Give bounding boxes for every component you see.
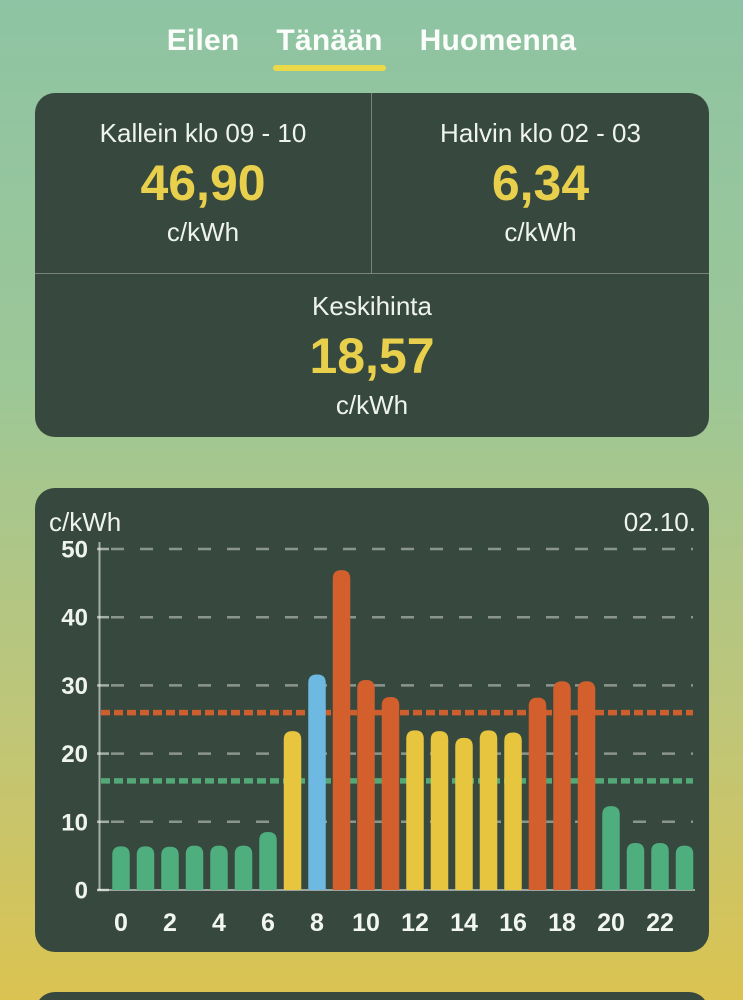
price-bar-hour-12[interactable]	[406, 730, 424, 890]
price-bar-hour-4[interactable]	[210, 845, 228, 890]
chart-plot-area: 0 10 20 30 40 50 0 2 4 6 8 10 12 14 16 18 20 22	[61, 537, 695, 937]
x-axis-label: 0	[114, 909, 128, 937]
tab-tanaan[interactable]: Tänään	[273, 24, 386, 71]
price-bar-hour-22[interactable]	[651, 842, 669, 890]
price-bar-hour-21[interactable]	[626, 842, 645, 890]
price-bar-hour-0[interactable]	[112, 846, 130, 890]
tab-huomenna[interactable]: Huomenna	[420, 24, 577, 71]
price-bar-hour-23[interactable]	[675, 845, 694, 890]
most-expensive-value: 46,90	[140, 155, 266, 211]
x-axis-label: 6	[261, 909, 275, 937]
y-axis-label: 40	[61, 605, 88, 632]
price-bar-hour-8[interactable]	[308, 674, 326, 890]
x-axis-label: 12	[401, 909, 429, 937]
y-axis-label: 30	[61, 673, 88, 700]
price-bar-hour-10[interactable]	[357, 679, 375, 890]
y-axis-label: 20	[61, 741, 88, 768]
tab-eilen-label: Eilen	[166, 24, 240, 57]
chart-unit-label: c/kWh	[49, 507, 121, 537]
x-axis-label: 10	[352, 909, 380, 937]
day-tabbar: Eilen Tänään Huomenna	[0, 24, 743, 71]
most-expensive-unit: c/kWh	[166, 217, 240, 247]
x-axis-label: 14	[450, 909, 478, 937]
x-axis-label: 8	[310, 909, 324, 937]
price-bar-hour-3[interactable]	[185, 845, 204, 890]
price-bar-hour-2[interactable]	[161, 846, 179, 890]
price-bar-hour-5[interactable]	[234, 845, 253, 890]
active-tab-underline	[273, 65, 386, 71]
x-axis-label: 22	[646, 909, 674, 937]
price-bar-hour-17[interactable]	[528, 697, 547, 890]
x-axis-label: 20	[597, 909, 625, 937]
price-bar-hour-13[interactable]	[430, 731, 449, 890]
y-axis-label: 10	[61, 809, 88, 836]
tab-eilen[interactable]: Eilen	[167, 24, 240, 71]
hourly-price-bar-chart: c/kWh 02.10. 0 10 20 30 40 50 0 2 4 6 8 10 12 14 16 18 2…	[49, 507, 696, 937]
x-axis-label: 16	[499, 909, 527, 937]
x-axis-label: 2	[163, 909, 177, 937]
price-bar-hour-18[interactable]	[553, 681, 571, 890]
price-bar-hour-14[interactable]	[455, 737, 473, 890]
most-expensive-cell: Kallein klo 09 - 10 46,90 c/kWh	[35, 93, 372, 273]
price-bar-hour-15[interactable]	[479, 730, 498, 890]
y-axis-label: 50	[61, 537, 88, 564]
average-price-cell: Keskihinta 18,57 c/kWh	[35, 273, 709, 437]
average-price-unit: c/kWh	[335, 389, 409, 420]
chart-date-label: 02.10.	[624, 507, 696, 537]
hourly-price-chart-card: c/kWh 02.10. 0 10 20 30 40 50 0 2 4 6 8 10 12 14 16 18 2…	[35, 488, 709, 952]
tab-huomenna-label: Huomenna	[419, 24, 577, 57]
cheapest-cell: Halvin klo 02 - 03 6,34 c/kWh	[372, 93, 709, 273]
average-price-label: Keskihinta	[312, 290, 432, 321]
cheapest-value: 6,34	[491, 155, 590, 211]
price-bar-hour-6[interactable]	[259, 832, 277, 890]
price-bar-hour-20[interactable]	[602, 806, 620, 890]
next-card-partial	[35, 992, 709, 1000]
summary-top-row: Kallein klo 09 - 10 46,90 c/kWh Halvin k…	[35, 93, 709, 273]
price-summary-card: Kallein klo 09 - 10 46,90 c/kWh Halvin k…	[35, 93, 709, 437]
price-bar-hour-9[interactable]	[332, 570, 351, 890]
price-bar-hour-11[interactable]	[381, 696, 400, 890]
y-axis-label: 0	[75, 878, 88, 905]
cheapest-label: Halvin klo 02 - 03	[440, 118, 641, 148]
price-bar-hour-1[interactable]	[136, 846, 155, 890]
most-expensive-label: Kallein klo 09 - 10	[99, 118, 307, 148]
x-axis-label: 18	[548, 909, 576, 937]
cheapest-unit: c/kWh	[504, 217, 577, 247]
price-bar-hour-19[interactable]	[577, 681, 596, 890]
x-axis-label: 4	[212, 909, 226, 937]
price-bar-hour-7[interactable]	[283, 731, 302, 890]
tab-tanaan-label: Tänään	[276, 24, 383, 57]
price-bar-hour-16[interactable]	[504, 732, 522, 890]
average-price-value: 18,57	[309, 327, 435, 384]
